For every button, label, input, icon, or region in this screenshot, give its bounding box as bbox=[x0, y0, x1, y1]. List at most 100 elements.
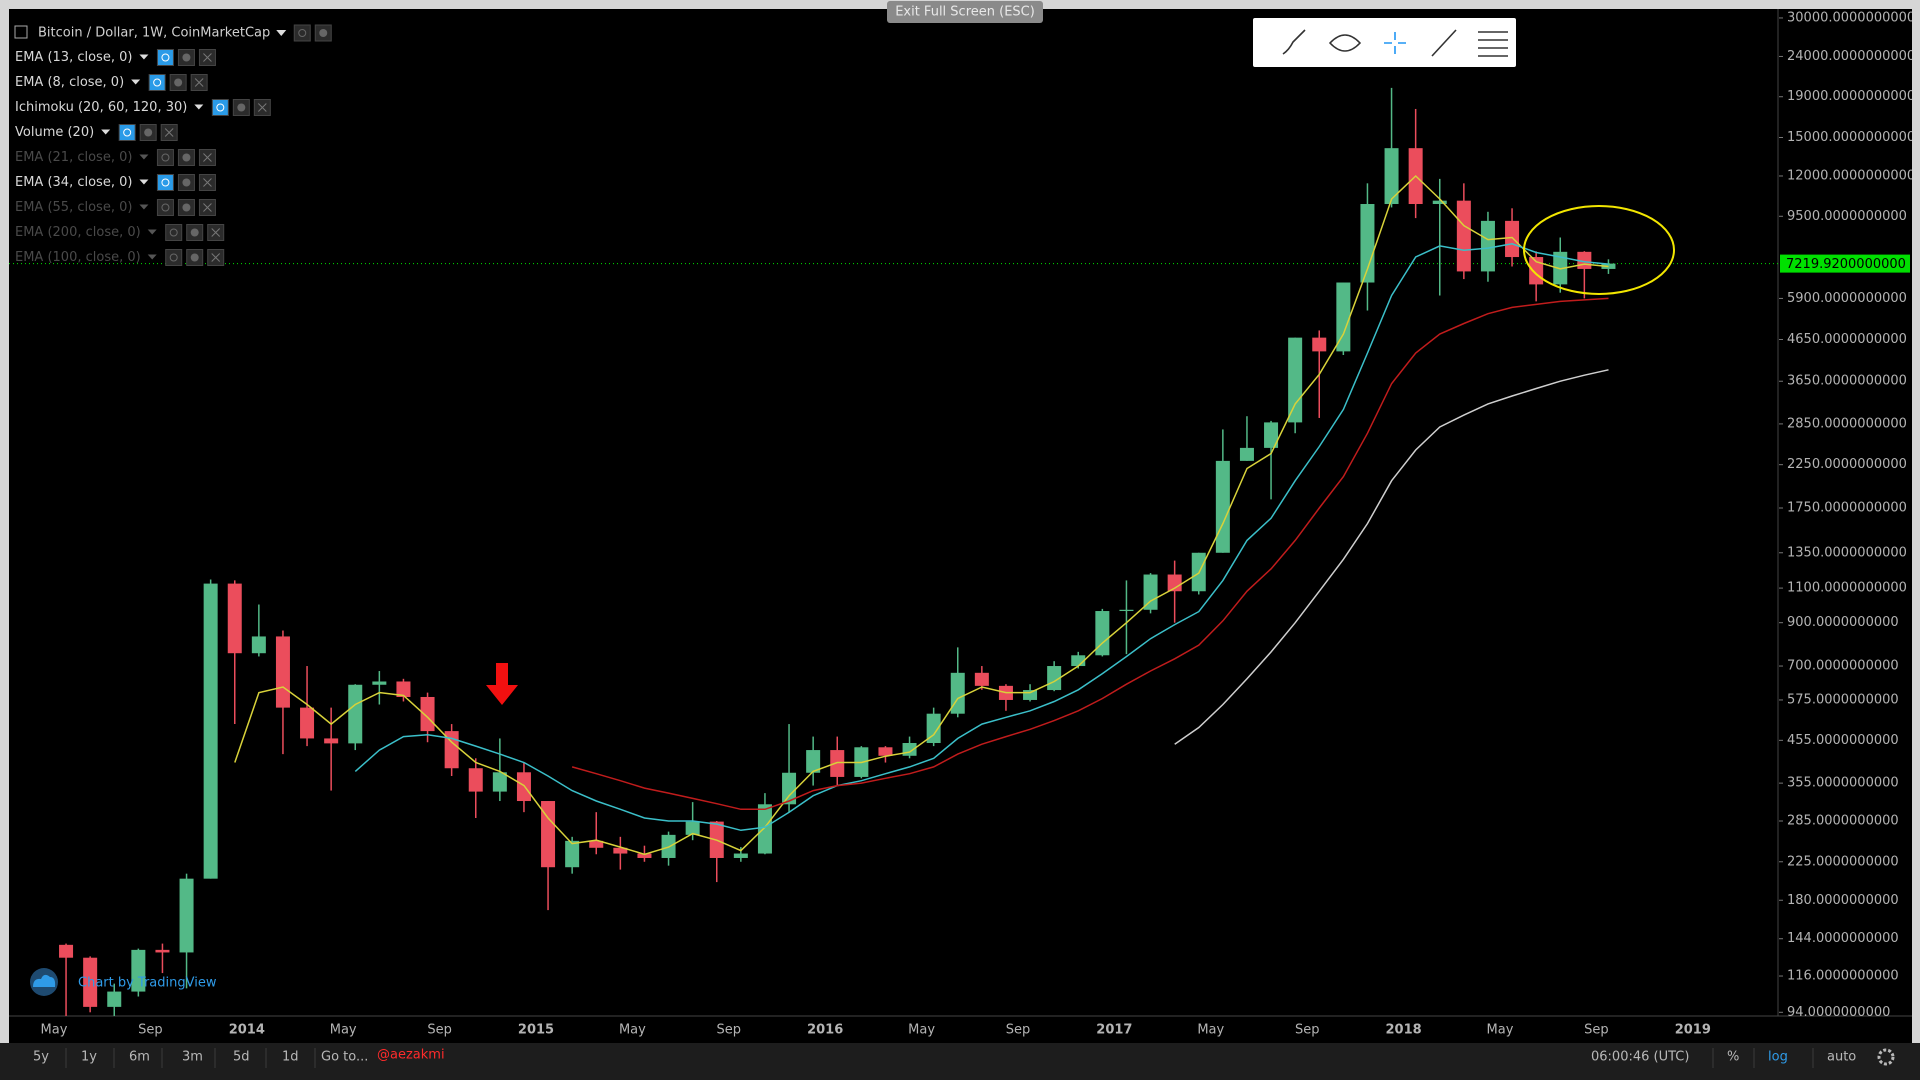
eye-icon bbox=[161, 203, 170, 212]
study-dropdown[interactable] bbox=[139, 54, 149, 60]
x-tick-label: Sep bbox=[1006, 1023, 1031, 1038]
study-legend: Bitcoin / Dollar, 1W, CoinMarketCap EMA (… bbox=[14, 24, 332, 266]
candle-body bbox=[131, 949, 146, 992]
candle-body bbox=[227, 583, 242, 654]
visibility-toggle[interactable] bbox=[156, 199, 174, 216]
range-button[interactable]: 6m bbox=[129, 1050, 150, 1065]
candle-body bbox=[1288, 337, 1303, 423]
candle-body bbox=[1023, 690, 1038, 700]
range-button[interactable]: 1d bbox=[282, 1050, 299, 1065]
candle-body bbox=[203, 583, 218, 879]
clock: 06:00:46 (UTC) bbox=[1591, 1050, 1689, 1065]
eye-icon bbox=[169, 253, 178, 262]
visibility-toggle[interactable] bbox=[148, 74, 166, 91]
gear-icon bbox=[182, 178, 191, 187]
range-button[interactable]: 3m bbox=[182, 1050, 203, 1065]
x-icon bbox=[203, 178, 212, 187]
candle-body bbox=[1239, 447, 1254, 461]
y-tick-label: 30000.0000000000 bbox=[1787, 10, 1915, 25]
dropdown-arrow[interactable] bbox=[276, 30, 287, 36]
username: @aezakmi bbox=[377, 1048, 445, 1063]
y-tick-label: 19000.0000000000 bbox=[1787, 89, 1915, 104]
y-tick-label: 3650.0000000000 bbox=[1787, 374, 1907, 389]
visibility-toggle[interactable] bbox=[293, 24, 311, 42]
settings-gear[interactable] bbox=[1877, 1048, 1895, 1066]
study-dropdown[interactable] bbox=[147, 229, 157, 235]
candle-body bbox=[1432, 200, 1447, 205]
menu-tool[interactable] bbox=[1478, 31, 1508, 57]
candle-body bbox=[782, 772, 797, 805]
go-to-button[interactable]: Go to... bbox=[321, 1050, 368, 1065]
x-tick-label: Sep bbox=[1295, 1023, 1320, 1038]
candle-body bbox=[806, 750, 821, 773]
red-arrow bbox=[486, 663, 518, 705]
visibility-toggle[interactable] bbox=[156, 174, 174, 191]
gear-icon bbox=[174, 78, 183, 87]
candle-body bbox=[1336, 282, 1351, 352]
bottom-toolbar bbox=[0, 1043, 1920, 1080]
collapse-button[interactable] bbox=[14, 25, 28, 39]
study-dropdown[interactable] bbox=[194, 104, 204, 110]
x-tick-label: 2015 bbox=[518, 1023, 554, 1038]
candle-body bbox=[107, 991, 122, 1007]
candle-body bbox=[492, 772, 507, 792]
study-dropdown[interactable] bbox=[139, 204, 149, 210]
shape-tool[interactable] bbox=[1328, 34, 1362, 52]
visibility-toggle[interactable] bbox=[156, 149, 174, 166]
candle-body bbox=[1143, 574, 1158, 610]
x-tick-label: May bbox=[908, 1023, 935, 1038]
range-button[interactable]: 1y bbox=[81, 1050, 97, 1065]
exit-fullscreen: Exit Full Screen (ESC) bbox=[895, 5, 1035, 20]
study-dropdown[interactable] bbox=[101, 129, 111, 135]
study-dropdown[interactable] bbox=[147, 254, 157, 260]
visibility-toggle[interactable] bbox=[165, 224, 183, 241]
candle-body bbox=[348, 684, 363, 744]
gear-icon bbox=[237, 103, 246, 112]
gear-icon bbox=[144, 128, 153, 137]
study-name: Ichimoku (20, 60, 120, 30) bbox=[15, 100, 187, 115]
candle-body bbox=[83, 957, 98, 1007]
exit-fullscreen-pill[interactable] bbox=[887, 1, 1043, 23]
candle-body bbox=[565, 840, 580, 868]
x-tick-label: May bbox=[1197, 1023, 1224, 1038]
range-button[interactable]: 5y bbox=[33, 1050, 49, 1065]
x-icon bbox=[203, 53, 212, 62]
scale-button[interactable]: % bbox=[1727, 1050, 1739, 1065]
x-tick-label: 2018 bbox=[1386, 1023, 1422, 1038]
price-axis: 30000.0000000000 24000.0000000000 19000.00… bbox=[1779, 10, 1915, 1016]
x-tick-label: 2017 bbox=[1096, 1023, 1132, 1038]
candle-body bbox=[1095, 611, 1110, 656]
study-dropdown[interactable] bbox=[139, 154, 149, 160]
y-tick-label: 144.0000000000 bbox=[1787, 931, 1899, 946]
candle-body bbox=[444, 731, 459, 769]
study-name: EMA (100, close, 0) bbox=[15, 250, 141, 265]
eye-icon bbox=[161, 178, 170, 187]
ema-line bbox=[571, 297, 1609, 811]
visibility-toggle[interactable] bbox=[156, 49, 174, 66]
y-tick-label: 2850.0000000000 bbox=[1787, 416, 1907, 431]
study-name: EMA (55, close, 0) bbox=[15, 200, 132, 215]
candle-body bbox=[1480, 220, 1495, 272]
visibility-toggle[interactable] bbox=[211, 99, 229, 116]
visibility-toggle[interactable] bbox=[118, 124, 136, 141]
scale-button[interactable]: auto bbox=[1827, 1050, 1856, 1065]
visibility-toggle[interactable] bbox=[165, 249, 183, 266]
brush-tool[interactable] bbox=[1282, 29, 1306, 55]
study-dropdown[interactable] bbox=[131, 79, 141, 85]
last-price-label: 7219.9200000000 bbox=[1786, 257, 1906, 272]
candle-body bbox=[830, 750, 845, 777]
y-tick-label: 575.0000000000 bbox=[1787, 692, 1899, 707]
crosshair-tool[interactable] bbox=[1384, 32, 1406, 54]
trendline-tool[interactable] bbox=[1431, 29, 1457, 57]
eye-icon bbox=[169, 228, 178, 237]
study-dropdown[interactable] bbox=[139, 179, 149, 185]
candle-body bbox=[1071, 655, 1086, 667]
scale-button[interactable]: log bbox=[1768, 1050, 1788, 1065]
range-button[interactable]: 5d bbox=[233, 1050, 250, 1065]
study-name: EMA (13, close, 0) bbox=[15, 50, 132, 65]
x-tick-label: Sep bbox=[717, 1023, 742, 1038]
y-tick-label: 455.0000000000 bbox=[1787, 733, 1899, 748]
y-tick-label: 12000.0000000000 bbox=[1787, 168, 1915, 183]
